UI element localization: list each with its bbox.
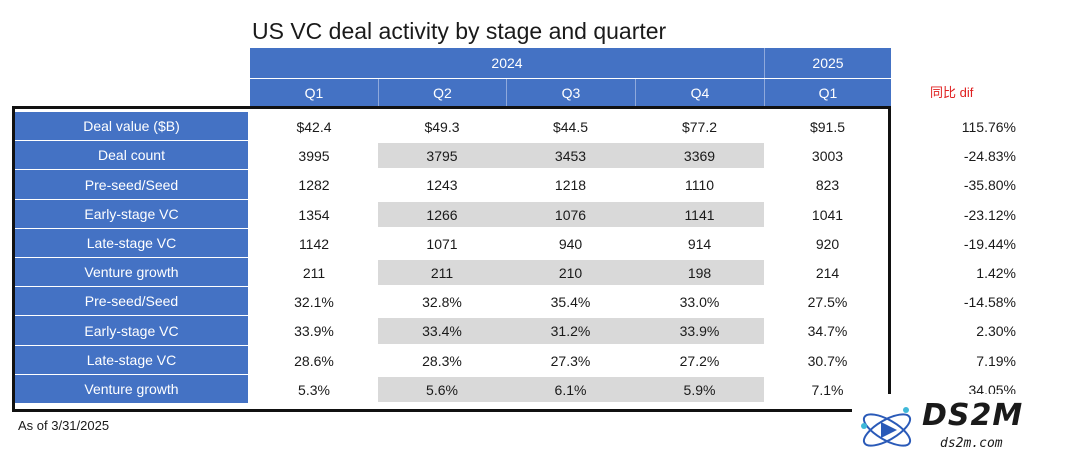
table-cell: 31.2% xyxy=(506,318,635,344)
atom-icon xyxy=(861,407,912,447)
table-cell: 35.4% xyxy=(550,293,591,310)
table-cell: 7.1% xyxy=(811,381,844,398)
row-label: Deal count xyxy=(15,141,248,170)
row-label: Late-stage VC xyxy=(15,346,248,375)
row-label: Early-stage VC xyxy=(15,200,248,229)
table-cell: 3003 xyxy=(811,147,844,164)
table-cell: 1071 xyxy=(426,235,458,252)
yoy-dif-value: -23.12% xyxy=(963,207,1016,223)
yoy-dif-value: 115.76% xyxy=(961,119,1016,135)
table-cell: $42.4 xyxy=(296,118,332,135)
row-label: Venture growth xyxy=(15,258,248,287)
table-cell: 1243 xyxy=(426,177,458,193)
footnote: As of 3/31/2025 xyxy=(18,418,110,433)
table-cell: 1076 xyxy=(506,202,635,227)
table-cell: 28.3% xyxy=(422,352,462,369)
table-cell: $49.3 xyxy=(424,118,460,135)
watermark-subtext: ds2m.com xyxy=(940,436,1003,451)
table-cell: 33.4% xyxy=(378,318,506,344)
table-cell: 1266 xyxy=(378,202,506,227)
table-cell: 3795 xyxy=(378,143,506,168)
year-header-2025: 2025 xyxy=(764,48,891,78)
table-cell: $91.5 xyxy=(809,118,846,135)
table-cell: 1041 xyxy=(811,206,844,223)
table-cell: 3453 xyxy=(506,143,635,168)
yoy-dif-header: 同比 dif xyxy=(930,85,974,100)
yoy-dif-value: 7.19% xyxy=(976,353,1016,369)
yoy-dif-value: 2.30% xyxy=(976,323,1016,339)
table-cell: $44.5 xyxy=(552,118,589,135)
table-cell: 30.7% xyxy=(807,352,848,369)
yoy-dif-value: -19.44% xyxy=(963,236,1016,252)
quarter-header: Q3 xyxy=(506,79,635,106)
table-cell: 1141 xyxy=(635,202,764,227)
year-header-2024: 2024 xyxy=(250,48,764,78)
table-cell: 27.3% xyxy=(550,352,591,369)
table-cell: 214 xyxy=(815,264,840,281)
table-cell: 34.7% xyxy=(807,323,848,339)
table-cell: 27.2% xyxy=(679,352,720,369)
watermark-logo: DS2M ds2m.com xyxy=(852,394,1080,462)
row-label: Venture growth xyxy=(15,375,248,404)
quarter-header: Q4 xyxy=(635,79,764,106)
table-cell: 5.9% xyxy=(635,377,764,402)
table-cell: 28.6% xyxy=(294,352,334,369)
table-cell: 823 xyxy=(815,177,840,193)
quarter-header: Q2 xyxy=(378,79,506,106)
table-cell: 914 xyxy=(687,235,712,252)
table-cell: 3995 xyxy=(298,147,330,164)
table-cell: 920 xyxy=(815,235,840,252)
quarter-header: Q1 xyxy=(764,79,891,106)
yoy-dif-value: -35.80% xyxy=(963,177,1016,193)
row-label: Pre-seed/Seed xyxy=(15,287,248,316)
table-cell: 32.8% xyxy=(422,293,462,310)
table-cell: 5.6% xyxy=(378,377,506,402)
row-label: Pre-seed/Seed xyxy=(15,170,248,200)
table-cell: 198 xyxy=(635,260,764,285)
yoy-dif-value: -24.83% xyxy=(963,148,1016,164)
table-cell: 211 xyxy=(302,264,326,281)
table-cell: 33.0% xyxy=(679,293,720,310)
table-cell: 1218 xyxy=(554,177,587,193)
quarter-header: Q1 xyxy=(250,79,378,106)
table-cell: 3369 xyxy=(635,143,764,168)
yoy-dif-value: 1.42% xyxy=(976,265,1016,281)
table-cell: 1282 xyxy=(298,177,330,193)
table-cell: 32.1% xyxy=(294,293,334,310)
table-title: US VC deal activity by stage and quarter xyxy=(252,18,667,44)
table-cell: 211 xyxy=(378,260,506,285)
table-cell: 33.9% xyxy=(294,323,334,339)
yoy-dif-value: -14.58% xyxy=(963,294,1016,310)
watermark-text: DS2M xyxy=(922,398,1024,433)
row-label: Late-stage VC xyxy=(15,229,248,258)
table-cell: 1142 xyxy=(298,235,330,252)
row-label: Deal value ($B) xyxy=(15,112,248,141)
table-cell: 940 xyxy=(558,235,583,252)
table-cell: 1354 xyxy=(298,206,330,223)
table-cell: 5.3% xyxy=(298,381,330,398)
table-cell: 210 xyxy=(506,260,635,285)
table-cell: 1110 xyxy=(684,177,715,193)
table-cell: 6.1% xyxy=(506,377,635,402)
table-cell: 33.9% xyxy=(635,318,764,344)
row-label: Early-stage VC xyxy=(15,316,248,346)
table-cell: 27.5% xyxy=(807,293,848,310)
table-cell: $77.2 xyxy=(681,118,718,135)
